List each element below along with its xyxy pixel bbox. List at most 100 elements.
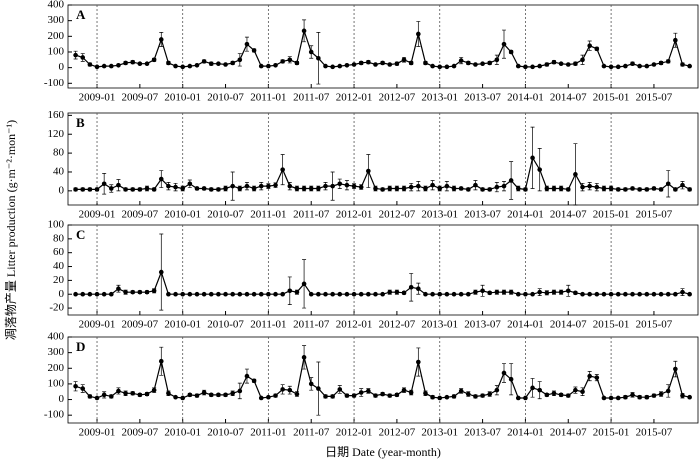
data-point bbox=[644, 187, 650, 192]
data-point bbox=[408, 60, 414, 66]
data-point bbox=[301, 28, 307, 34]
data-point bbox=[437, 186, 443, 191]
data-point bbox=[416, 286, 421, 291]
panel-label: A bbox=[76, 7, 86, 22]
data-point bbox=[151, 57, 157, 63]
data-point bbox=[430, 182, 435, 188]
data-point bbox=[451, 394, 457, 399]
x-tick-label: 2012-07 bbox=[379, 319, 416, 331]
data-point bbox=[687, 291, 692, 297]
x-tick-label: 2010-07 bbox=[207, 319, 244, 331]
x-tick-label: 2013-01 bbox=[421, 427, 458, 439]
y-tick-label: 100 bbox=[48, 377, 65, 389]
data-point bbox=[644, 63, 650, 69]
data-point bbox=[266, 183, 271, 189]
data-point bbox=[558, 289, 564, 295]
data-point bbox=[466, 291, 471, 297]
data-point bbox=[623, 291, 628, 297]
data-point bbox=[651, 291, 657, 297]
data-point bbox=[80, 291, 86, 297]
data-point bbox=[366, 59, 371, 65]
data-point bbox=[637, 63, 642, 69]
data-point bbox=[423, 186, 428, 191]
data-point bbox=[230, 390, 235, 396]
data-point bbox=[658, 291, 664, 297]
y-tick-label: 60 bbox=[53, 246, 65, 258]
data-point bbox=[323, 291, 328, 297]
data-point bbox=[130, 390, 136, 396]
y-tick-label: 300 bbox=[48, 14, 65, 26]
data-point bbox=[573, 387, 578, 393]
x-tick-label: 2015-01 bbox=[593, 92, 630, 104]
x-tick-label: 2011-07 bbox=[293, 209, 330, 221]
x-tick-label: 2012-01 bbox=[336, 427, 373, 439]
data-point bbox=[223, 291, 228, 297]
data-point bbox=[530, 291, 535, 297]
data-point bbox=[466, 391, 471, 397]
data-point bbox=[87, 187, 93, 192]
x-tick-label: 2010-01 bbox=[164, 319, 201, 331]
data-point bbox=[109, 394, 114, 399]
data-point bbox=[458, 388, 464, 394]
data-point bbox=[137, 289, 143, 295]
data-point bbox=[680, 62, 685, 67]
data-point bbox=[615, 291, 621, 297]
x-tick-label: 2010-01 bbox=[164, 209, 201, 221]
data-point bbox=[630, 61, 635, 67]
data-point bbox=[537, 289, 542, 295]
x-tick-label: 2012-07 bbox=[379, 209, 416, 221]
data-point bbox=[537, 63, 542, 69]
y-tick-label: 0 bbox=[59, 184, 65, 196]
data-point bbox=[573, 61, 578, 67]
x-tick-label: 2015-07 bbox=[636, 427, 673, 439]
data-point bbox=[273, 291, 278, 297]
y-axis-title: 凋落物产量 Litter production (g·m⁻²·mon⁻¹) bbox=[4, 120, 18, 340]
data-point bbox=[430, 394, 435, 400]
plot-frame bbox=[67, 224, 699, 316]
data-point bbox=[444, 183, 450, 189]
data-point bbox=[180, 64, 185, 70]
data-point bbox=[244, 183, 250, 189]
data-point bbox=[116, 388, 121, 394]
data-point bbox=[601, 291, 607, 297]
data-point bbox=[294, 186, 300, 191]
data-point bbox=[216, 187, 221, 192]
data-point bbox=[444, 291, 450, 297]
data-point bbox=[394, 186, 400, 191]
data-point bbox=[166, 390, 171, 396]
data-point bbox=[287, 183, 293, 189]
data-point bbox=[451, 291, 457, 297]
data-point bbox=[387, 186, 393, 191]
data-point bbox=[187, 181, 193, 187]
data-point bbox=[273, 62, 278, 68]
data-point bbox=[594, 46, 600, 52]
data-point bbox=[294, 60, 300, 66]
x-tick-label: 2015-07 bbox=[636, 92, 673, 104]
x-tick-label: 2014-01 bbox=[507, 209, 544, 221]
data-point bbox=[451, 63, 457, 69]
data-point bbox=[344, 182, 350, 188]
data-point bbox=[351, 62, 357, 67]
x-tick-label: 2009-07 bbox=[122, 209, 159, 221]
data-point bbox=[73, 291, 78, 297]
data-point bbox=[208, 187, 214, 192]
data-point bbox=[158, 37, 164, 42]
data-point bbox=[480, 393, 485, 398]
data-point bbox=[201, 59, 207, 64]
data-point bbox=[366, 388, 371, 394]
data-point bbox=[251, 186, 257, 191]
data-point bbox=[323, 183, 328, 189]
data-point bbox=[258, 291, 264, 297]
data-point bbox=[623, 394, 628, 400]
data-point bbox=[373, 186, 378, 191]
data-point bbox=[673, 291, 678, 297]
data-point bbox=[273, 393, 278, 398]
x-tick-label: 2009-07 bbox=[122, 319, 159, 331]
data-point bbox=[251, 291, 257, 297]
data-point bbox=[216, 291, 221, 297]
data-point bbox=[608, 395, 614, 401]
data-point bbox=[651, 393, 657, 398]
y-tick-label: 200 bbox=[48, 30, 65, 42]
data-point bbox=[208, 392, 214, 398]
x-tick-label: 2011-01 bbox=[250, 92, 286, 104]
